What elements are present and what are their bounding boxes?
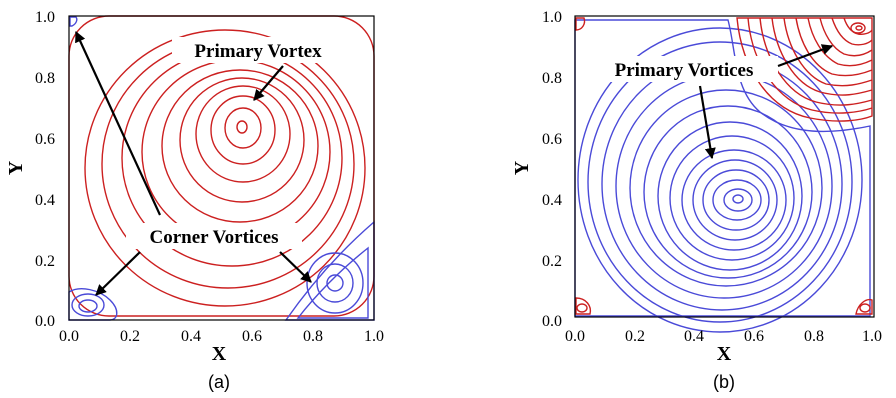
caption-a: (a) bbox=[208, 372, 230, 392]
y-tick: 1.0 bbox=[35, 9, 55, 26]
y-tick: 0.2 bbox=[542, 253, 562, 270]
y-ticks-a: 0.0 0.2 0.4 0.6 0.8 1.0 bbox=[35, 9, 55, 330]
x-axis-label: X bbox=[212, 343, 227, 365]
y-tick: 0.4 bbox=[35, 192, 55, 209]
annotation-corner-vortices: Corner Vortices bbox=[75, 31, 312, 296]
frame-b bbox=[574, 15, 875, 318]
y-tick: 0.4 bbox=[542, 192, 562, 209]
panel-a: 0.0 0.2 0.4 0.6 0.8 1.0 0.0 0.2 0.4 0.6 … bbox=[5, 9, 384, 392]
y-tick: 1.0 bbox=[542, 9, 562, 26]
y-tick: 0.8 bbox=[35, 70, 55, 87]
x-tick: 0.2 bbox=[625, 328, 645, 345]
panel-b: 0.0 0.2 0.4 0.6 0.8 1.0 0.0 0.2 0.4 0.6 … bbox=[511, 9, 882, 392]
x-tick: 0.4 bbox=[181, 328, 201, 345]
x-tick: 0.6 bbox=[744, 328, 764, 345]
caption-b: (b) bbox=[713, 372, 735, 392]
x-tick: 1.0 bbox=[862, 328, 882, 345]
y-tick: 0.6 bbox=[35, 131, 55, 148]
primary-vortex-streamlines bbox=[68, 15, 375, 317]
y-tick: 0.8 bbox=[542, 70, 562, 87]
y-tick: 0.0 bbox=[542, 313, 562, 330]
y-axis-label: Y bbox=[511, 160, 533, 175]
plot-area-a bbox=[68, 15, 375, 321]
x-tick: 0.8 bbox=[303, 328, 323, 345]
x-tick: 0.0 bbox=[59, 328, 79, 345]
x-tick: 0.8 bbox=[804, 328, 824, 345]
y-tick: 0.6 bbox=[542, 131, 562, 148]
annotation-label: Corner Vortices bbox=[150, 227, 279, 248]
x-tick: 0.4 bbox=[684, 328, 704, 345]
x-axis-label: X bbox=[717, 343, 732, 365]
annotation-primary-vortices: Primary Vortices bbox=[590, 44, 834, 160]
corner-vortex-streamlines bbox=[68, 16, 375, 321]
y-tick: 0.0 bbox=[35, 313, 55, 330]
plot-area-b bbox=[574, 15, 875, 333]
annotation-label: Primary Vortex bbox=[194, 41, 322, 62]
x-tick: 0.0 bbox=[565, 328, 585, 345]
x-tick: 1.0 bbox=[364, 328, 384, 345]
y-tick: 0.2 bbox=[35, 253, 55, 270]
x-tick: 0.6 bbox=[242, 328, 262, 345]
frame-a bbox=[68, 15, 375, 321]
annotation-primary-vortex: Primary Vortex bbox=[172, 37, 344, 101]
x-ticks-b: 0.0 0.2 0.4 0.6 0.8 1.0 bbox=[565, 328, 882, 345]
y-ticks-b: 0.0 0.2 0.4 0.6 0.8 1.0 bbox=[542, 9, 562, 330]
primary-vortex-blue-streamlines bbox=[574, 19, 871, 333]
y-axis-label: Y bbox=[5, 160, 27, 175]
primary-vortex-red-streamlines bbox=[736, 17, 873, 122]
corner-vortex-streamlines bbox=[575, 17, 873, 315]
x-tick: 0.2 bbox=[120, 328, 140, 345]
x-ticks-a: 0.0 0.2 0.4 0.6 0.8 1.0 bbox=[59, 328, 384, 345]
annotation-label: Primary Vortices bbox=[615, 60, 754, 81]
